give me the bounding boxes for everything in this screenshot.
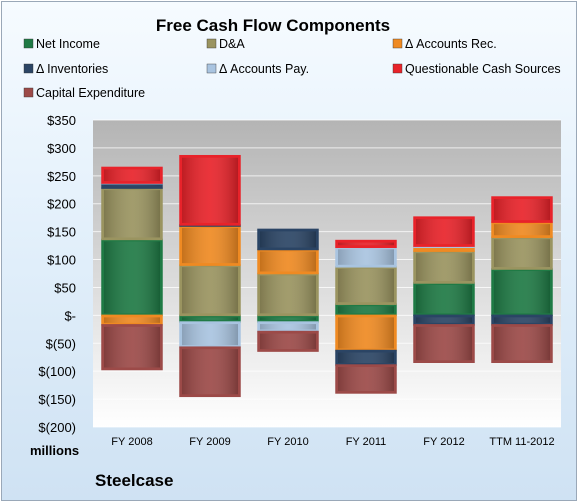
bar-net-income-fy-2012-shade [416,284,472,314]
chart-title: Free Cash Flow Components [156,16,390,35]
company-name: Steelcase [95,471,173,490]
bar-accounts-rec-ttm-11-2012-shade [494,224,550,236]
bar-inventories-fy-2010-shade [260,231,316,248]
bar-capital-expenditure-fy-2009-shade [182,349,238,395]
bars [101,154,553,398]
bar-d-a-fy-2012-shade [416,253,472,281]
y-unit-label: millions [30,443,79,458]
x-tick-label: FY 2012 [423,436,464,448]
bar-inventories-fy-2011-shade [338,352,394,364]
bar-accounts-rec-fy-2011-shade [338,317,394,349]
bar-d-a-fy-2010-shade [260,275,316,314]
bar-net-income-fy-2010-shade [260,317,316,321]
y-tick-label: $- [64,308,76,323]
legend: Net Income D&A Δ Accounts Rec. Δ Inventorie… [23,37,561,100]
bar-net-income-ttm-11-2012-shade [494,271,550,314]
bar-inventories-ttm-11-2012-shade [494,317,550,323]
bar-accounts-rec-fy-2008-shade [104,317,160,323]
bar-accounts-rec-fy-2010-shade [260,251,316,272]
y-tick-label: $250 [47,169,76,184]
bar-accounts-pay-fy-2010-shade [260,324,316,330]
x-axis-ticks: FY 2008 FY 2009 FY 2010 FY 2011 FY 2012 TTM 1… [111,436,554,448]
bar-net-income-fy-2009-shade [182,317,238,321]
bar-accounts-rec-fy-2009-shade [182,228,238,264]
legend-label-accounts-rec: Δ Accounts Rec. [405,37,497,51]
y-axis-ticks: $350 $300 $250 $200 $150 $100 $50 $- $(50) $(100)… [38,113,76,435]
y-tick-label: $50 [54,280,76,295]
x-tick-label: FY 2010 [267,436,308,448]
bar-d-a-fy-2009-shade [182,267,238,314]
bar-net-income-fy-2008-shade [104,241,160,314]
y-tick-label: $300 [47,141,76,156]
bar-inventories-fy-2012-shade [416,317,472,323]
legend-label-capital-expenditure: Capital Expenditure [36,86,145,100]
x-tick-label: FY 2009 [189,436,230,448]
bar-d-a-ttm-11-2012-shade [494,239,550,268]
bar-capital-expenditure-fy-2008-shade [104,326,160,368]
legend-label-inventories: Δ Inventories [36,62,108,76]
x-tick-label: TTM 11-2012 [489,436,554,448]
legend-label-accounts-pay: Δ Accounts Pay. [219,62,309,76]
bar-capital-expenditure-fy-2011-shade [338,367,394,391]
y-tick-label: $350 [47,113,76,128]
bar-questionable-cash-sources-fy-2009-shade [182,157,238,223]
y-tick-label: $150 [47,225,76,240]
bar-questionable-cash-sources-fy-2012-shade [416,219,472,245]
bar-d-a-fy-2011-shade [338,268,394,303]
bar-questionable-cash-sources-ttm-11-2012-shade [494,199,550,221]
bar-capital-expenditure-ttm-11-2012-shade [494,326,550,361]
legend-label-d-a: D&A [219,37,245,51]
bar-capital-expenditure-fy-2012-shade [416,326,472,361]
bar-net-income-fy-2011-shade [338,306,394,314]
bar-capital-expenditure-fy-2010-shade [260,333,316,350]
legend-swatch-net-income [23,38,34,49]
legend-label-net-income: Net Income [36,37,100,51]
legend-swatch-accounts-rec [392,38,403,49]
x-tick-label: FY 2011 [346,436,387,448]
x-tick-label: FY 2008 [111,436,152,448]
legend-swatch-accounts-pay [206,63,217,74]
bar-accounts-pay-fy-2009-shade [182,324,238,346]
bar-questionable-cash-sources-fy-2008-shade [104,169,160,182]
y-tick-label: $200 [47,197,76,212]
plot-area [93,120,561,427]
legend-swatch-capital-expenditure [23,87,34,98]
legend-swatch-d-a [206,38,217,49]
bar-questionable-cash-sources-fy-2011-shade [338,242,394,246]
bar-accounts-pay-fy-2011-shade [338,249,394,265]
legend-swatch-questionable-cash-sources [392,63,403,74]
y-tick-label: $(50) [46,336,76,351]
y-tick-label: $100 [47,253,76,268]
y-tick-label: $(150) [38,392,76,407]
bar-d-a-fy-2008-shade [104,190,160,238]
legend-label-questionable-cash-sources: Questionable Cash Sources [405,62,561,76]
y-tick-label: $(200) [38,420,76,435]
y-tick-label: $(100) [38,364,76,379]
gridlines [93,119,561,428]
legend-swatch-inventories [23,63,34,74]
